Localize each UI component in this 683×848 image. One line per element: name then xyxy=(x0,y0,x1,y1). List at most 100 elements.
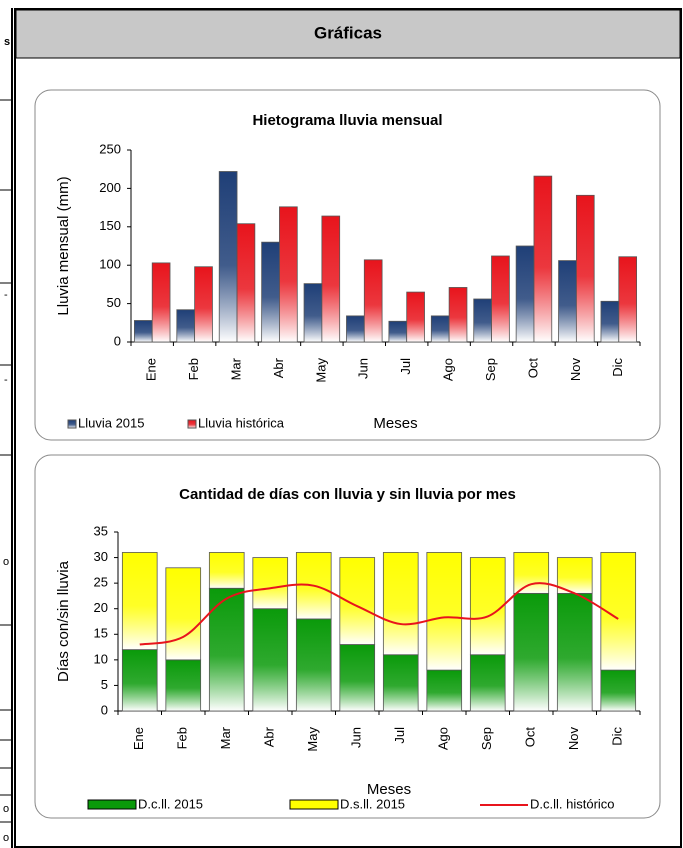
bar xyxy=(469,557,506,656)
bar xyxy=(303,283,323,343)
x-tick-label: Ene xyxy=(131,727,146,750)
y-tick-label: 35 xyxy=(94,523,108,538)
y-tick-label: 150 xyxy=(99,218,121,233)
y-tick-label: 50 xyxy=(107,295,121,310)
x-tick-label: Nov xyxy=(566,727,581,751)
x-tick-label: Feb xyxy=(186,358,201,380)
x-tick-label: Oct xyxy=(525,358,540,379)
y-axis-label: Días con/sin lluvia xyxy=(55,560,72,682)
bar xyxy=(513,552,550,594)
x-tick-label: Jun xyxy=(349,727,364,748)
x-tick-label: Ago xyxy=(436,727,451,750)
x-tick-label: Nov xyxy=(568,358,583,382)
x-tick-label: Sep xyxy=(479,727,494,750)
y-tick-label: 30 xyxy=(94,549,108,564)
bar xyxy=(279,206,298,343)
legend-label: D.c.ll. histórico xyxy=(530,796,615,811)
y-tick-label: 200 xyxy=(99,180,121,195)
y-tick-label: 5 xyxy=(101,677,108,692)
y-axis-label: Lluvia mensual (mm) xyxy=(55,176,72,315)
bar xyxy=(491,255,510,343)
bar xyxy=(176,309,196,343)
bar xyxy=(448,287,468,343)
bar xyxy=(382,654,419,712)
bar xyxy=(165,567,202,661)
bar xyxy=(151,262,171,343)
bar xyxy=(194,266,213,343)
bar xyxy=(406,291,425,343)
x-tick-label: Dic xyxy=(610,727,625,746)
header-bar xyxy=(15,9,681,59)
x-tick-label: Abr xyxy=(262,726,277,747)
bar xyxy=(252,557,289,610)
fragment: o xyxy=(3,803,9,815)
x-tick-label: Mar xyxy=(218,726,233,749)
legend-label: D.s.ll. 2015 xyxy=(340,796,405,811)
bar xyxy=(121,552,158,651)
y-tick-label: 25 xyxy=(94,575,108,590)
header-title: Gráficas xyxy=(314,23,382,42)
x-axis-label: Meses xyxy=(373,415,417,432)
x-tick-label: Ago xyxy=(441,358,456,381)
bar xyxy=(236,223,256,343)
bar xyxy=(346,315,365,343)
x-tick-label: Ene xyxy=(144,358,159,381)
bar xyxy=(261,241,280,343)
x-tick-label: Jul xyxy=(398,358,413,375)
fragment: o xyxy=(3,556,9,568)
bar xyxy=(208,587,245,712)
x-axis-label: Meses xyxy=(367,781,411,798)
x-tick-label: Sep xyxy=(483,358,498,381)
y-tick-label: 15 xyxy=(94,626,108,641)
bar xyxy=(388,320,408,343)
x-tick-label: May xyxy=(305,727,320,752)
legend-label: D.c.ll. 2015 xyxy=(138,796,203,811)
bar xyxy=(515,245,535,343)
bar xyxy=(556,557,593,594)
x-tick-label: Oct xyxy=(523,727,538,748)
line-series xyxy=(139,582,619,646)
y-tick-label: 0 xyxy=(114,333,121,348)
y-tick-label: 10 xyxy=(94,651,108,666)
y-tick-label: 250 xyxy=(99,141,121,156)
legend-label: Lluvia histórica xyxy=(198,415,285,430)
bar xyxy=(430,315,450,343)
bar xyxy=(600,300,620,343)
legend-swatch xyxy=(187,419,197,429)
bar xyxy=(363,259,383,343)
y-tick-label: 100 xyxy=(99,257,121,272)
y-tick-label: 0 xyxy=(101,702,108,717)
bar xyxy=(121,649,158,712)
chart-title: Cantidad de días con lluvia y sin lluvia… xyxy=(179,486,516,503)
bar xyxy=(133,320,153,343)
fragment: o xyxy=(3,832,9,844)
y-tick-label: 20 xyxy=(94,600,108,615)
bar xyxy=(252,608,289,712)
legend-swatch xyxy=(87,799,137,810)
fragment: - xyxy=(4,374,8,386)
x-tick-label: Jun xyxy=(356,358,371,379)
legend-swatch xyxy=(289,799,339,810)
fragment: s xyxy=(4,36,10,48)
chart-title: Hietograma lluvia mensual xyxy=(252,112,442,129)
bar xyxy=(556,592,593,712)
bar xyxy=(618,256,638,343)
bar xyxy=(382,552,419,656)
panel-frame xyxy=(14,8,682,848)
bar xyxy=(339,644,376,712)
bar xyxy=(218,171,238,343)
bar xyxy=(533,175,553,343)
legend-label: Lluvia 2015 xyxy=(78,415,145,430)
bar xyxy=(473,298,492,343)
bar xyxy=(558,260,577,343)
x-tick-label: May xyxy=(313,358,328,383)
chart-box xyxy=(34,89,661,441)
x-tick-label: Dic xyxy=(610,358,625,377)
bar xyxy=(208,552,245,589)
bar xyxy=(600,669,637,712)
bar xyxy=(513,592,550,712)
legend-swatch xyxy=(67,419,77,429)
left-column xyxy=(0,8,13,848)
bar xyxy=(575,194,595,343)
